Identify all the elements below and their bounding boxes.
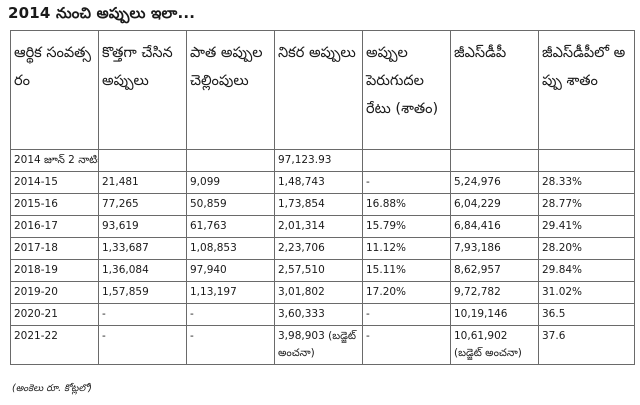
table-cell: 50,859	[186, 193, 275, 216]
table-cell: 93,619	[98, 215, 187, 238]
table-cell	[538, 149, 635, 172]
table-cell: 1,73,854	[274, 193, 363, 216]
table-row: 2020-21 - - 3,60,333 - 10,19,146 36.5	[10, 303, 635, 326]
table-cell	[450, 149, 539, 172]
table-cell: 1,13,197	[186, 281, 275, 304]
table-cell: 2021-22	[10, 325, 99, 365]
header-old-repayments: పాత అప్పుల చెల్లింపులు	[186, 30, 275, 150]
table-cell: 3,60,333	[274, 303, 363, 326]
table-cell: 6,04,229	[450, 193, 539, 216]
header-fiscal-year: ఆర్థిక సంవత్సరం	[10, 30, 99, 150]
table-row: 2014-15 21,481 9,099 1,48,743 - 5,24,976…	[10, 171, 635, 194]
header-growth-rate: అప్పుల పెరుగుదల రేటు (శాతం)	[362, 30, 451, 150]
table-row: 2019-20 1,57,859 1,13,197 3,01,802 17.20…	[10, 281, 635, 304]
table-cell: 2,23,706	[274, 237, 363, 260]
header-net-debt: నికర అప్పులు	[274, 30, 363, 150]
debt-table: ఆర్థిక సంవత్సరం కొత్తగా చేసిన అప్పులు పా…	[10, 30, 635, 365]
table-cell: 11.12%	[362, 237, 451, 260]
table-row: 2017-18 1,33,687 1,08,853 2,23,706 11.12…	[10, 237, 635, 260]
table-cell: 28.33%	[538, 171, 635, 194]
table-cell: 29.41%	[538, 215, 635, 238]
table-cell: 97,123.93	[274, 149, 363, 172]
table-cell: 28.20%	[538, 237, 635, 260]
table-cell: 2018-19	[10, 259, 99, 282]
table-cell: -	[362, 303, 451, 326]
table-cell: 2,01,314	[274, 215, 363, 238]
header-debt-gsdp-ratio: జీఎస్‌డీపీలో అప్పు శాతం	[538, 30, 635, 150]
table-cell: 31.02%	[538, 281, 635, 304]
table-cell: 2014 జూన్ 2 నాటికి	[10, 149, 99, 172]
table-cell: 77,265	[98, 193, 187, 216]
table-cell: -	[362, 171, 451, 194]
footnote-units: (అంకెలు రూ. కోట్లలో)	[12, 383, 92, 394]
table-cell: -	[98, 325, 187, 365]
header-new-loans: కొత్తగా చేసిన అప్పులు	[98, 30, 187, 150]
table-cell: 7,93,186	[450, 237, 539, 260]
table-cell: 36.5	[538, 303, 635, 326]
table-row: 2016-17 93,619 61,763 2,01,314 15.79% 6,…	[10, 215, 635, 238]
table-cell: 1,48,743	[274, 171, 363, 194]
table-cell: 2015-16	[10, 193, 99, 216]
table-cell	[98, 149, 187, 172]
page-title: 2014 నుంచి అప్పులు ఇలా...	[8, 4, 196, 22]
table-cell: -	[98, 303, 187, 326]
table-cell: 3,01,802	[274, 281, 363, 304]
table-cell: 97,940	[186, 259, 275, 282]
table-cell: 3,98,903 (బడ్జెట్ అంచనా)	[274, 325, 363, 365]
table-cell: 1,33,687	[98, 237, 187, 260]
table-cell: 1,36,084	[98, 259, 187, 282]
table-row: 2014 జూన్ 2 నాటికి 97,123.93	[10, 149, 635, 172]
table-cell: 8,62,957	[450, 259, 539, 282]
table-row: 2018-19 1,36,084 97,940 2,57,510 15.11% …	[10, 259, 635, 282]
table-cell: 2014-15	[10, 171, 99, 194]
table-cell: -	[186, 303, 275, 326]
table-cell: 2,57,510	[274, 259, 363, 282]
header-row: ఆర్థిక సంవత్సరం కొత్తగా చేసిన అప్పులు పా…	[10, 30, 635, 150]
table-cell	[362, 149, 451, 172]
table-cell: -	[362, 325, 451, 365]
table-row: 2021-22 - - 3,98,903 (బడ్జెట్ అంచనా) - 1…	[10, 325, 635, 365]
table-cell: 17.20%	[362, 281, 451, 304]
table-cell: 2017-18	[10, 237, 99, 260]
table-cell: 1,08,853	[186, 237, 275, 260]
table-cell: 2016-17	[10, 215, 99, 238]
table-cell: 1,57,859	[98, 281, 187, 304]
header-gsdp: జీఎస్‌డీపీ	[450, 30, 539, 150]
table-cell	[186, 149, 275, 172]
table-cell: 28.77%	[538, 193, 635, 216]
table-cell: -	[186, 325, 275, 365]
table-cell: 15.79%	[362, 215, 451, 238]
table-cell: 2020-21	[10, 303, 99, 326]
table-cell: 9,099	[186, 171, 275, 194]
table-cell: 10,19,146	[450, 303, 539, 326]
table-cell: 5,24,976	[450, 171, 539, 194]
table-cell: 21,481	[98, 171, 187, 194]
table-cell: 10,61,902 (బడ్జెట్ అంచనా)	[450, 325, 539, 365]
table-cell: 61,763	[186, 215, 275, 238]
table-cell: 29.84%	[538, 259, 635, 282]
table-cell: 9,72,782	[450, 281, 539, 304]
table-cell: 37.6	[538, 325, 635, 365]
table-cell: 16.88%	[362, 193, 451, 216]
table-row: 2015-16 77,265 50,859 1,73,854 16.88% 6,…	[10, 193, 635, 216]
table-cell: 15.11%	[362, 259, 451, 282]
table-cell: 6,84,416	[450, 215, 539, 238]
table-cell: 2019-20	[10, 281, 99, 304]
